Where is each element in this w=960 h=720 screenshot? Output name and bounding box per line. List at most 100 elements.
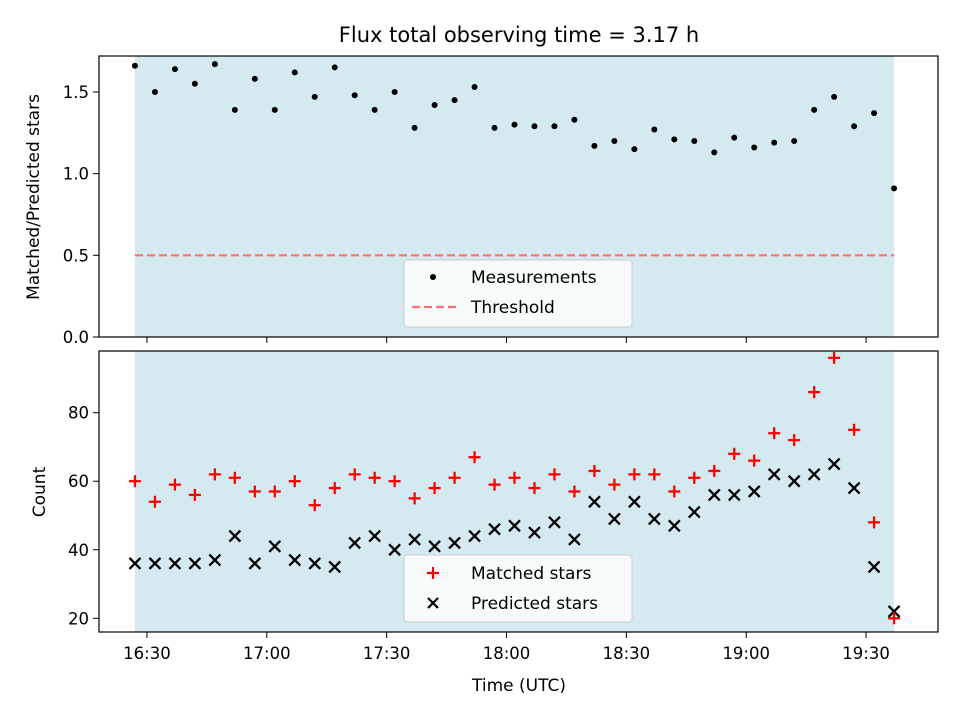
predicted-stroke [588, 495, 601, 509]
predicted-stroke [608, 512, 621, 526]
matched-point [228, 471, 241, 484]
y-tick-label: 1.0 [63, 165, 89, 184]
measurement-point [291, 69, 298, 76]
predicted-stroke [308, 557, 322, 570]
x-tick-label: 17:00 [243, 644, 291, 663]
legend-measurements-label: Measurements [471, 268, 597, 288]
measurement-point [271, 106, 278, 113]
measurement-point [711, 149, 718, 156]
predicted-stroke [727, 488, 741, 502]
measurement-point [391, 88, 398, 95]
predicted-point [648, 512, 661, 526]
measurement-point [351, 92, 358, 99]
matched-point [268, 485, 281, 498]
measurement-point [731, 134, 738, 141]
matched-point [508, 471, 521, 484]
predicted-stroke [707, 488, 721, 502]
predicted-stroke [128, 557, 142, 570]
predicted-stroke [887, 605, 901, 618]
matched-point [628, 468, 641, 481]
measurement-point [671, 136, 678, 143]
axes-frame [98, 350, 939, 633]
matched-point [328, 482, 341, 495]
predicted-point [588, 495, 601, 509]
predicted-point [468, 529, 481, 543]
chart-title: Flux total observing time = 3.17 h [339, 23, 699, 47]
matched-point [388, 475, 401, 488]
matched-point [868, 516, 881, 529]
matched-point [608, 478, 621, 491]
predicted-point [368, 529, 381, 543]
predicted-stroke [368, 529, 381, 543]
measurement-point [591, 142, 598, 149]
predicted-stroke [148, 557, 162, 570]
y-tick-label: 40 [68, 541, 89, 560]
legend-threshold-label: Threshold [470, 298, 555, 318]
predicted-point [128, 557, 142, 570]
axes-frame [98, 55, 939, 338]
top-legend-box [403, 259, 633, 328]
matched-point [488, 478, 501, 491]
matched-point [168, 478, 181, 491]
matched-point [188, 488, 201, 501]
y-tick-label: 60 [68, 472, 89, 491]
measurement-point [551, 123, 558, 130]
predicted-stroke [767, 468, 781, 481]
predicted-stroke [448, 536, 461, 550]
legend-measurements-marker [430, 274, 436, 280]
predicted-point [867, 560, 881, 574]
matched-point [448, 471, 461, 484]
measurement-point [191, 80, 198, 87]
measurement-point [891, 185, 898, 192]
measurement-point [471, 84, 478, 91]
predicted-point [628, 495, 641, 509]
measurement-point [771, 139, 778, 146]
predicted-stroke [807, 468, 821, 481]
matched-point [208, 468, 221, 481]
measurement-point [151, 88, 158, 95]
predicted-stroke [548, 516, 561, 529]
predicted-point [767, 468, 781, 481]
legend-matched-label: Matched stars [471, 564, 591, 584]
measurement-point [851, 123, 858, 130]
matched-point [348, 468, 361, 481]
predicted-point [608, 512, 621, 526]
predicted-stroke [508, 519, 521, 533]
measurement-point [571, 116, 578, 123]
predicted-stroke [268, 540, 282, 553]
predicted-stroke [568, 533, 581, 546]
matched-point [848, 423, 861, 436]
matched-point [768, 427, 781, 440]
predicted-point [568, 533, 581, 546]
measurement-point [451, 97, 458, 104]
predicted-stroke [188, 557, 202, 570]
predicted-point [268, 540, 282, 553]
x-tick-label: 17:30 [363, 644, 411, 663]
matched-point [308, 499, 321, 512]
predicted-stroke [488, 522, 501, 536]
predicted-point [807, 468, 821, 481]
matched-point [728, 447, 741, 460]
predicted-point [208, 553, 222, 567]
predicted-point [508, 519, 521, 533]
measurement-point [871, 110, 878, 117]
measurement-point [231, 106, 238, 113]
bottom-panel: 20 40 60 80 16:30 17:00 17:30 18:00 18:30 19:00 19… [68, 350, 939, 663]
predicted-point [168, 557, 182, 570]
predicted-stroke [408, 533, 421, 546]
predicted-point [288, 553, 302, 567]
measurement-point [331, 64, 338, 71]
predicted-point [488, 522, 501, 536]
matched-point [588, 464, 601, 477]
top-ylabel: Matched/Predicted stars [24, 94, 44, 300]
matched-point [128, 475, 141, 488]
predicted-stroke [348, 536, 362, 550]
predicted-point [188, 557, 202, 570]
x-tick-label: 16:30 [123, 644, 171, 663]
predicted-stroke [648, 512, 661, 526]
measurement-point [251, 75, 258, 82]
y-tick-label: 0.0 [63, 328, 89, 347]
predicted-stroke [228, 529, 242, 543]
predicted-point [448, 536, 461, 550]
x-axis-label: Time (UTC) [471, 676, 566, 696]
